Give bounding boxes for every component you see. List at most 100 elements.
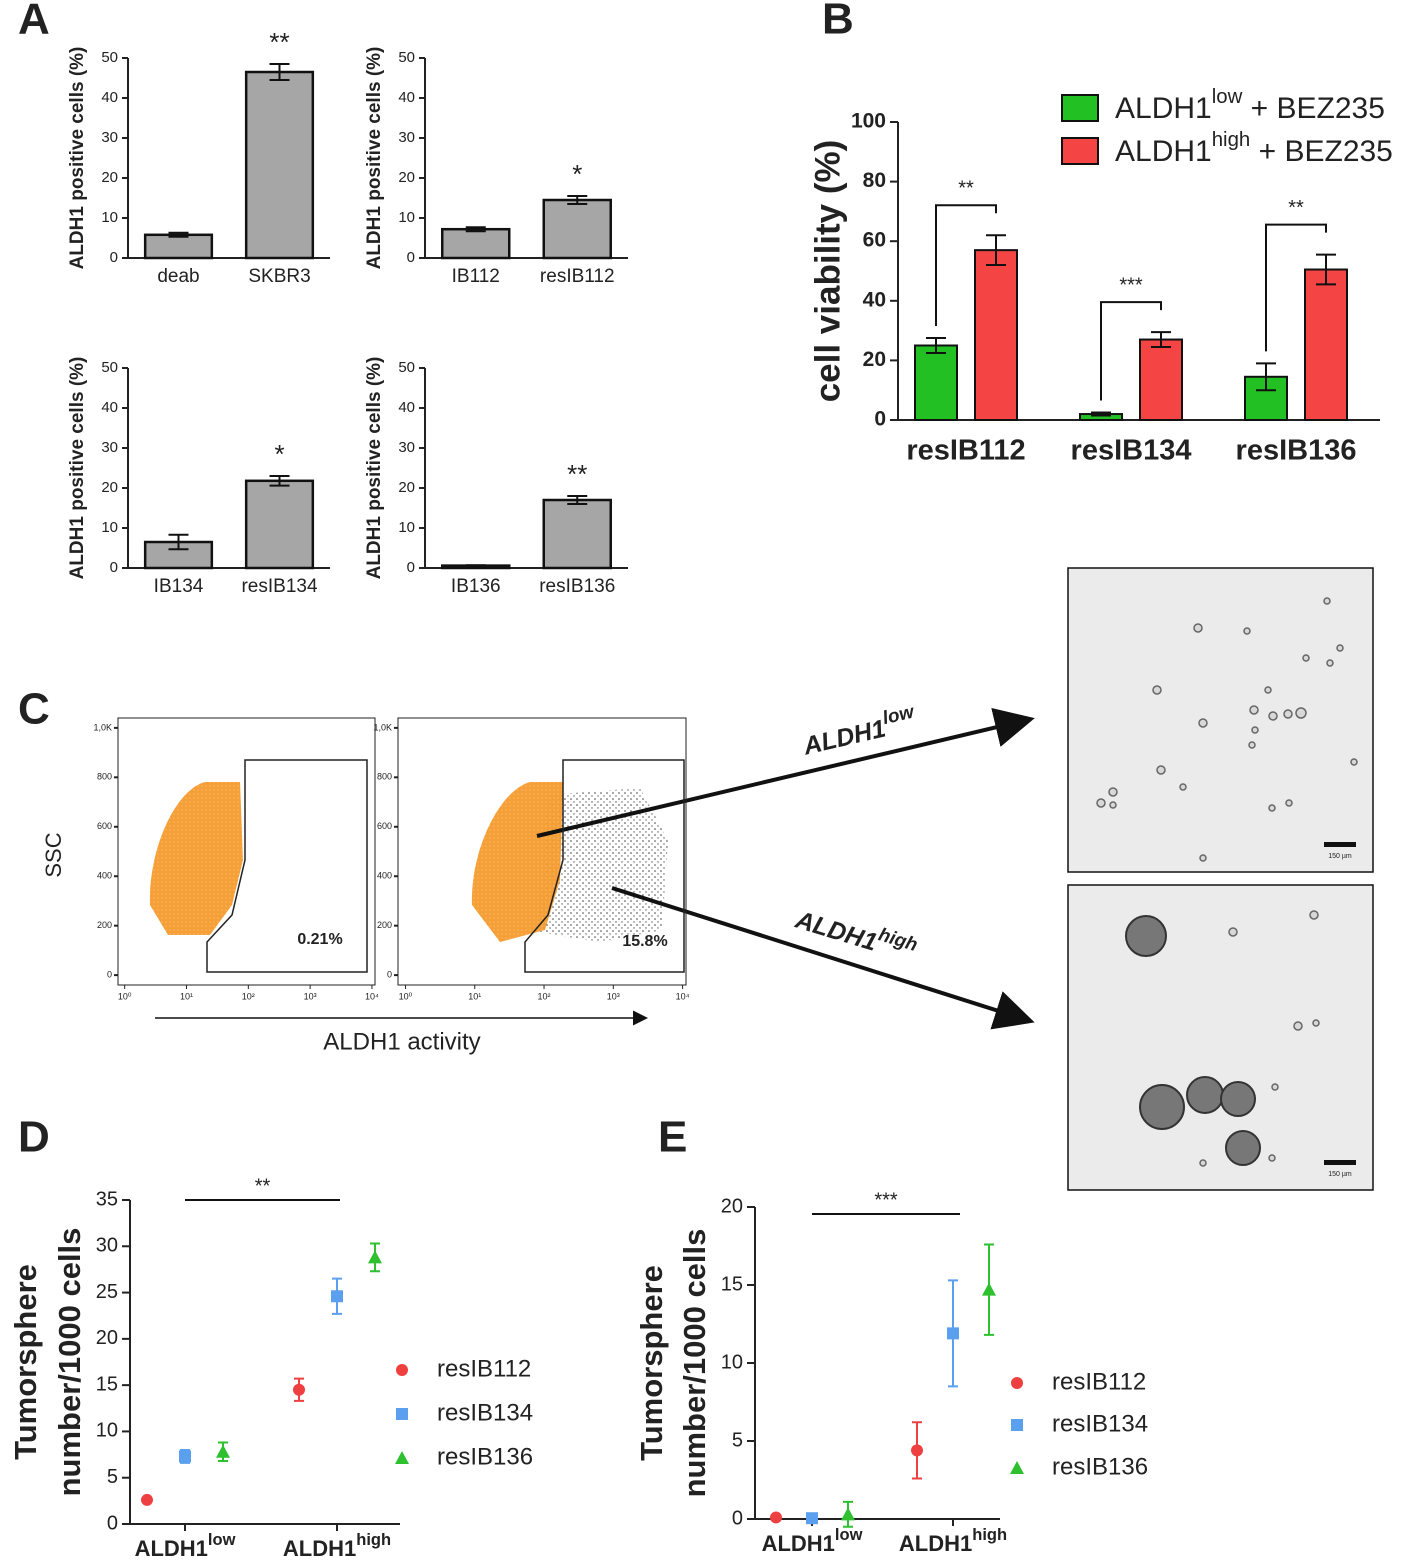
x-tick-label: 10² (242, 991, 255, 1001)
significance-bracket (1265, 223, 1327, 352)
y-axis-label: Tumorsphere (8, 1264, 43, 1460)
plot-frame (117, 717, 376, 986)
x-tick-label: resIB112 (906, 435, 1025, 467)
x-tick-label: ALDH1low (762, 1527, 863, 1556)
error-bar (567, 495, 588, 505)
x-tick-label: 10¹ (180, 991, 193, 1001)
point (141, 1493, 153, 1506)
panel-letter: B (822, 0, 854, 44)
bar (974, 249, 1018, 421)
significance: ** (255, 1175, 271, 1197)
y-tick-label: 100 (851, 110, 886, 133)
legend-marker (395, 1451, 409, 1464)
y-tick-label: 15 (96, 1373, 118, 1395)
error-bar (1151, 331, 1171, 348)
y-tick-label: 15 (721, 1273, 743, 1295)
y-tick-label: 5 (107, 1466, 118, 1488)
legend-label: resIB134 (437, 1399, 533, 1426)
y-tick-label: 600 (97, 821, 112, 831)
gate (206, 759, 368, 973)
y-axis-label: SSC (41, 832, 66, 877)
bar (244, 479, 315, 570)
text-sup: low (880, 700, 917, 728)
x-tick-label: IB136 (451, 576, 501, 597)
y-tick-label: 80 (863, 169, 886, 192)
significance: ** (269, 27, 289, 57)
text-base: ALDH1 (283, 1536, 356, 1561)
x-tick-label: 10¹ (468, 991, 481, 1001)
y-tick-label: 40 (863, 288, 886, 311)
y-tick-label: 40 (398, 399, 415, 416)
point (911, 1444, 923, 1457)
error-bar (168, 231, 189, 238)
axis (129, 1200, 400, 1525)
error-bar (1091, 411, 1111, 417)
legend-marker (396, 1364, 408, 1376)
panel-letter: A (18, 0, 50, 44)
text-sup: high (876, 923, 920, 955)
y-tick-label: 50 (398, 359, 415, 376)
y-tick-label: 400 (377, 871, 392, 881)
legend-label: resIB134 (1052, 1410, 1148, 1437)
text-sup: low (208, 1532, 236, 1550)
x-tick-label: 10² (538, 991, 551, 1001)
x-tick-label: 10⁰ (118, 991, 132, 1001)
axis (754, 1207, 1000, 1520)
gate-percent: 0.21% (297, 931, 342, 948)
y-tick-label: 0 (407, 249, 415, 266)
error-bar (465, 564, 486, 567)
error-bar (1256, 362, 1276, 392)
y-axis-label: ALDH1 positive cells (%) (364, 47, 385, 270)
x-tick-label: resIB112 (540, 266, 615, 287)
x-tick-label: resIB136 (1236, 435, 1357, 467)
y-tick-label: 400 (97, 871, 112, 881)
bar (914, 344, 958, 421)
arrow (536, 707, 1035, 838)
text-base: ALDH1 (800, 714, 888, 760)
y-axis-label: cell viability (%) (808, 140, 847, 403)
y-tick-label: 20 (721, 1195, 743, 1217)
x-tick-label: 10³ (304, 991, 317, 1001)
text-sup: high (972, 1527, 1007, 1545)
y-tick-label: 30 (398, 439, 415, 456)
text-rest: + BEZ235 (1250, 135, 1393, 168)
legend-swatch (1061, 137, 1099, 165)
y-tick-label: 10 (96, 1420, 118, 1442)
point (179, 1450, 191, 1463)
y-tick-label: 30 (101, 439, 118, 456)
x-tick-label: ALDH1low (135, 1532, 236, 1561)
significance: *** (874, 1189, 898, 1211)
text-sup: low (1212, 86, 1243, 108)
x-tick-label: deab (157, 266, 199, 287)
y-tick-label: 30 (96, 1235, 118, 1257)
legend-marker (1011, 1377, 1023, 1389)
error-bar (567, 195, 588, 205)
y-tick-label: 1,0K (93, 722, 112, 732)
y-tick-label: 30 (398, 129, 415, 146)
y-tick-label: 0 (110, 249, 118, 266)
legend-label: resIB136 (1052, 1453, 1148, 1480)
x-axis-label: ALDH1 activity (323, 1028, 480, 1055)
panel-letter: D (18, 1113, 50, 1162)
significance: ** (1288, 197, 1304, 219)
y-tick-label: 10 (101, 209, 118, 226)
y-tick-label: 1,0K (373, 722, 392, 732)
x-tick-label: 10³ (607, 991, 620, 1001)
y-axis-label: number/1000 cells (677, 1229, 712, 1498)
significance-bracket (1100, 301, 1162, 401)
y-tick-label: 35 (96, 1188, 118, 1210)
y-tick-label: 40 (398, 89, 415, 106)
y-tick-label: 800 (377, 772, 392, 782)
y-tick-label: 60 (863, 229, 886, 252)
y-tick-label: 25 (96, 1281, 118, 1303)
y-tick-label: 50 (398, 49, 415, 66)
point (841, 1507, 855, 1521)
y-tick-label: 10 (721, 1351, 743, 1373)
x-tick-label: resIB134 (1071, 435, 1192, 467)
error-bar (926, 337, 946, 354)
significance-bracket (935, 204, 997, 327)
y-tick-label: 50 (101, 49, 118, 66)
x-tick-label: ALDH1high (283, 1532, 391, 1561)
text-base: ALDH1 (135, 1536, 208, 1561)
y-tick-label: 40 (101, 399, 118, 416)
